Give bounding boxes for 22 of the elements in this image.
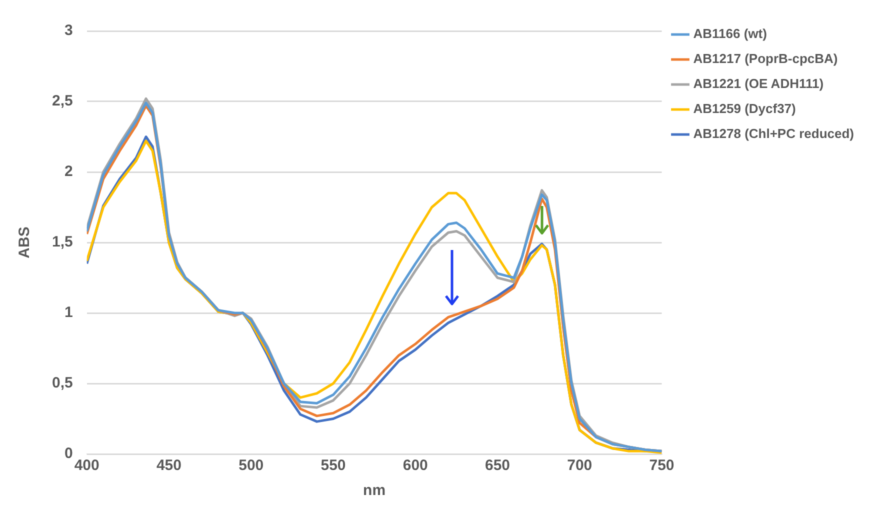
y-tick-label: 2,5 [52,92,73,110]
x-tick-label: 400 [74,457,100,474]
legend-label: AB1259 (Dycf37) [693,101,796,116]
legend-label: AB1221 (OE ADH111) [693,76,824,92]
y-tick-label: 0,5 [52,374,73,392]
x-tick-label: 650 [484,457,510,474]
x-axis-title: nm [363,482,386,500]
legend-label: AB1278 (Chl+PC reduced) [693,126,854,142]
x-tick-label: 450 [156,457,182,474]
x-tick-label: 750 [649,457,674,474]
y-axis-title: ABS [16,226,34,258]
y-tick-label: 1 [64,304,73,322]
y-tick-label: 2 [64,163,73,180]
y-tick-label: 0 [64,445,73,462]
x-tick-label: 700 [567,457,592,474]
y-tick-label: 1,5 [52,234,73,251]
x-tick-label: 600 [402,457,428,474]
x-tick-label: 550 [320,457,346,474]
y-tick-label: 3 [64,22,73,40]
legend-label: AB1166 (wt) [693,26,767,42]
legend-label: AB1217 (PoprB-cpcBA) [693,51,838,66]
x-tick-label: 500 [238,457,264,474]
